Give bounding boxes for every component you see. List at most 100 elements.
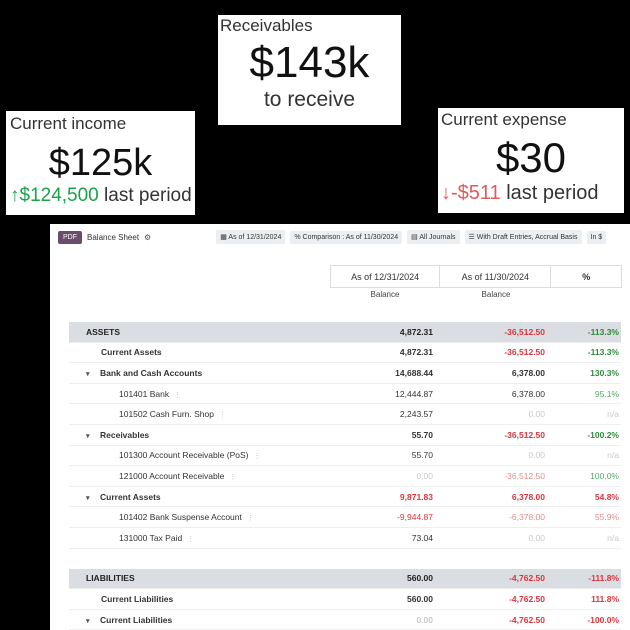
value-percent: 95.1% bbox=[594, 388, 619, 399]
row-label: 101402 Bank Suspense Account ⋮ bbox=[69, 512, 333, 522]
caret-down-icon[interactable]: ▾ bbox=[86, 617, 90, 625]
value-current: 55.70 bbox=[411, 429, 433, 440]
row-label-text: Current Liabilities bbox=[100, 614, 173, 625]
row-label: 101502 Cash Furn. Shop ⋮ bbox=[69, 409, 333, 419]
row-label: Current Liabilities bbox=[69, 594, 333, 604]
kpi-value: $30 bbox=[495, 134, 567, 181]
kpi-receivables-card: Receivables $143k to receive bbox=[218, 15, 401, 125]
row-spacer bbox=[69, 549, 621, 569]
value-current: 0.00 bbox=[416, 614, 433, 625]
row-label-text: 101402 Bank Suspense Account bbox=[119, 512, 242, 523]
row-label-text: 131000 Tax Paid bbox=[119, 532, 183, 543]
value-comparison: -36,512.50 bbox=[504, 326, 545, 337]
caret-down-icon[interactable]: ▾ bbox=[86, 432, 90, 440]
value-comparison: 6,378.00 bbox=[511, 388, 545, 399]
account-row[interactable]: 121000 Account Receivable ⋮ 0.00 -36,512.50… bbox=[69, 466, 621, 487]
value-current: 14,688.44 bbox=[395, 367, 433, 378]
account-row[interactable]: 101401 Bank ⋮ 12,444.87 6,378.00 95.1% bbox=[69, 384, 621, 405]
value-percent: -113.3% bbox=[587, 326, 619, 337]
value-percent: 111.8% bbox=[591, 593, 619, 604]
arrow-up-icon: ↑ bbox=[10, 185, 20, 206]
column-headers: As of 12/31/2024 As of 11/30/2024 % bbox=[330, 265, 622, 288]
row-label-text: 101300 Account Receivable (PoS) bbox=[119, 450, 249, 461]
row-label-text: Current Liabilities bbox=[101, 593, 174, 604]
currency-filter-button[interactable]: In $ bbox=[586, 230, 607, 244]
report-toolbar: PDF Balance Sheet ⚙ ▦ As of 12/31/2024 %… bbox=[50, 224, 630, 250]
row-label-text: ASSETS bbox=[86, 326, 121, 337]
options-filter-button[interactable]: ☰ With Draft Entries, Accrual Basis bbox=[464, 230, 582, 244]
kpi-title: Current expense bbox=[441, 110, 567, 129]
row-label-text: 101502 Cash Furn. Shop bbox=[119, 409, 214, 420]
row-label: 101300 Account Receivable (PoS) ⋮ bbox=[69, 450, 333, 460]
value-current: 4,872.31 bbox=[399, 326, 433, 337]
column-header-current: As of 12/31/2024 bbox=[331, 266, 441, 287]
row-label: ASSETS bbox=[69, 327, 333, 337]
percent-icon: % bbox=[294, 233, 303, 241]
section-row: LIABILITIES 560.00 -4,762.50 -111.8% bbox=[69, 568, 621, 590]
gear-icon[interactable]: ⚙ bbox=[144, 232, 152, 242]
arrow-down-icon: ↓ bbox=[441, 182, 451, 204]
column-subheaders: Balance Balance bbox=[330, 290, 622, 299]
value-current: 73.04 bbox=[411, 532, 433, 543]
value-current: 560.00 bbox=[407, 593, 433, 604]
kpi-value: $143k bbox=[249, 38, 370, 87]
value-percent: 55.9% bbox=[594, 512, 619, 523]
kpi-delta-suffix: last period bbox=[500, 182, 599, 204]
value-current: 12,444.87 bbox=[395, 388, 433, 399]
account-group-row[interactable]: ▾ Receivables 55.70 -36,512.50 -100.2% bbox=[69, 425, 621, 446]
row-label-text: 121000 Account Receivable bbox=[119, 470, 225, 481]
kpi-comparison: ↓-$511 last period bbox=[441, 182, 621, 205]
account-group-row[interactable]: ▾ Current Liabilities 0.00 -4,762.50 -100.0% bbox=[69, 610, 621, 630]
row-label: 101401 Bank ⋮ bbox=[69, 389, 333, 399]
balance-sheet-report: PDF Balance Sheet ⚙ ▦ As of 12/31/2024 %… bbox=[50, 224, 630, 630]
kpi-delta: $124,500 bbox=[19, 185, 99, 206]
row-menu-icon[interactable]: ⋮ bbox=[187, 535, 195, 543]
date-filter-button[interactable]: ▦ As of 12/31/2024 bbox=[216, 230, 286, 244]
kpi-comparison: ↑$124,500 last period bbox=[10, 185, 192, 207]
value-comparison: -4,762.50 bbox=[509, 614, 545, 625]
value-comparison: 0.00 bbox=[528, 532, 545, 543]
account-row[interactable]: 101502 Cash Furn. Shop ⋮ 2,243.57 0.00 n/a bbox=[69, 404, 621, 425]
value-percent: n/a bbox=[607, 532, 619, 543]
row-label-text: Bank and Cash Accounts bbox=[100, 367, 203, 378]
value-comparison: -4,762.50 bbox=[509, 573, 545, 584]
journals-filter-button[interactable]: ▤ All Journals bbox=[407, 230, 460, 244]
value-comparison: -6,378.00 bbox=[509, 512, 545, 523]
caret-down-icon[interactable]: ▾ bbox=[86, 370, 90, 378]
value-percent: -100.0% bbox=[587, 614, 619, 625]
calendar-icon: ▦ bbox=[220, 234, 229, 241]
kpi-current-income-card: Current income $125k ↑$124,500 last peri… bbox=[6, 111, 195, 215]
value-percent: -113.3% bbox=[587, 347, 619, 358]
kpi-delta-suffix: last period bbox=[98, 185, 192, 206]
value-current: -9,944.87 bbox=[397, 512, 433, 523]
account-row[interactable]: 101300 Account Receivable (PoS) ⋮ 55.70 0.0… bbox=[69, 446, 621, 467]
kpi-title: Current income bbox=[10, 114, 127, 133]
value-percent: -100.2% bbox=[587, 429, 619, 440]
row-menu-icon[interactable]: ⋮ bbox=[253, 453, 261, 461]
row-label: LIABILITIES bbox=[69, 573, 333, 583]
row-label: 131000 Tax Paid ⋮ bbox=[69, 533, 333, 543]
subtotal-row: Current Assets 4,872.31 -36,512.50 -113.3% bbox=[69, 343, 621, 364]
account-group-row[interactable]: ▾ Current Assets 9,871.83 6,378.00 54.8% bbox=[69, 487, 621, 508]
caret-down-icon[interactable]: ▾ bbox=[86, 494, 90, 502]
row-label: ▾ Current Liabilities bbox=[69, 615, 333, 625]
row-label-text: Current Assets bbox=[100, 491, 161, 502]
pdf-button[interactable]: PDF bbox=[58, 230, 82, 244]
row-menu-icon[interactable]: ⋮ bbox=[174, 391, 182, 399]
section-row: ASSETS 4,872.31 -36,512.50 -113.3% bbox=[69, 322, 621, 343]
report-rows: ASSETS 4,872.31 -36,512.50 -113.3% Current A… bbox=[69, 322, 621, 630]
value-current: 9,871.83 bbox=[399, 491, 433, 502]
book-icon: ▤ bbox=[411, 234, 420, 241]
value-percent: n/a bbox=[607, 409, 619, 420]
row-menu-icon[interactable]: ⋮ bbox=[229, 473, 237, 481]
account-row[interactable]: 131000 Tax Paid ⋮ 73.04 0.00 n/a bbox=[69, 528, 621, 549]
kpi-title: Receivables bbox=[220, 16, 313, 35]
row-menu-icon[interactable]: ⋮ bbox=[246, 515, 254, 523]
row-menu-icon[interactable]: ⋮ bbox=[218, 412, 226, 420]
comparison-filter-button[interactable]: % Comparison : As of 11/30/2024 bbox=[290, 230, 403, 244]
row-label-text: Current Assets bbox=[101, 347, 162, 358]
row-label: 121000 Account Receivable ⋮ bbox=[69, 471, 333, 481]
account-row[interactable]: 101402 Bank Suspense Account ⋮ -9,944.87 -6… bbox=[69, 507, 621, 528]
value-current: 4,872.31 bbox=[399, 347, 433, 358]
account-group-row[interactable]: ▾ Bank and Cash Accounts 14,688.44 6,378.00… bbox=[69, 363, 621, 384]
